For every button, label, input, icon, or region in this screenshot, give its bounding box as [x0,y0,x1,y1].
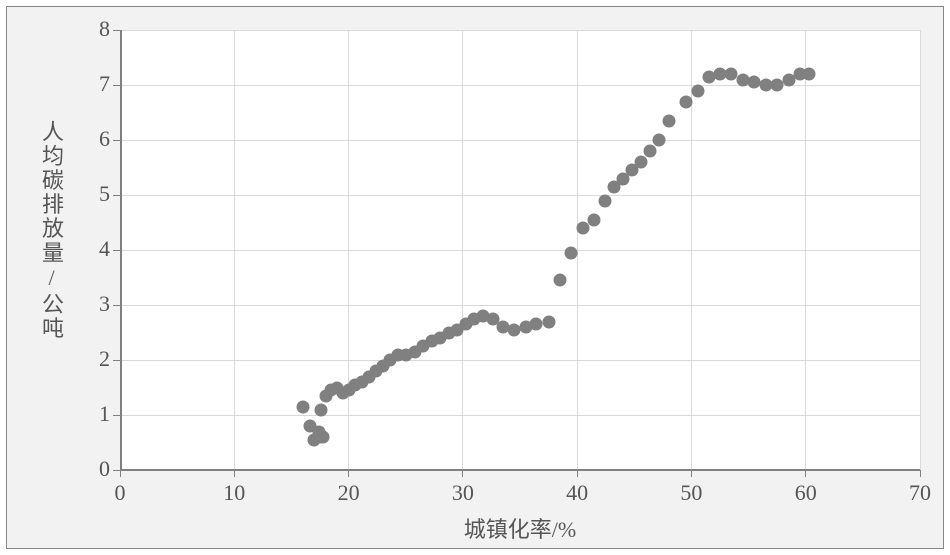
data-point [635,156,648,169]
x-tick-mark [348,470,349,477]
y-tick-mark [113,140,120,141]
y-tick-label: 1 [75,401,110,427]
x-tick-mark [462,470,463,477]
data-point [576,222,589,235]
x-tick-mark [577,470,578,477]
grid-h [120,140,920,141]
x-tick-label: 50 [666,480,716,506]
data-point [554,274,567,287]
x-tick-label: 30 [438,480,488,506]
data-point [662,114,675,127]
y-tick-label: 0 [75,456,110,482]
y-tick-mark [113,415,120,416]
grid-h [120,85,920,86]
data-point [588,213,601,226]
data-point [565,246,578,259]
x-axis-title: 城镇化率/% [120,512,920,544]
data-point [692,84,705,97]
data-point [542,315,555,328]
y-tick-mark [113,250,120,251]
x-tick-mark [920,470,921,477]
y-tick-label: 2 [75,346,110,372]
y-tick-label: 4 [75,236,110,262]
x-tick-label: 10 [209,480,259,506]
y-tick-label: 5 [75,181,110,207]
data-point [679,95,692,108]
grid-h [120,250,920,251]
grid-h [120,30,920,31]
data-point [296,400,309,413]
x-tick-label: 60 [781,480,831,506]
x-axis-line [120,469,920,471]
x-tick-mark [234,470,235,477]
x-tick-mark [691,470,692,477]
y-tick-mark [113,85,120,86]
x-tick-label: 0 [95,480,145,506]
x-tick-label: 40 [552,480,602,506]
data-point [598,194,611,207]
x-tick-label: 20 [324,480,374,506]
grid-h [120,360,920,361]
y-axis-title: 人均碳排放量/公吨 [35,80,67,380]
grid-h [120,305,920,306]
grid-h [120,195,920,196]
data-point [530,318,543,331]
y-tick-mark [113,195,120,196]
y-axis-line [120,30,122,470]
data-point [803,68,816,81]
y-tick-mark [113,30,120,31]
y-tick-mark [113,305,120,306]
y-tick-label: 3 [75,291,110,317]
y-tick-label: 7 [75,71,110,97]
y-tick-mark [113,360,120,361]
data-point [644,145,657,158]
y-tick-mark [113,470,120,471]
data-point [315,403,328,416]
y-tick-label: 6 [75,126,110,152]
x-tick-mark [120,470,121,477]
y-tick-label: 8 [75,16,110,42]
data-point [317,431,330,444]
x-tick-label: 70 [895,480,945,506]
x-tick-mark [805,470,806,477]
grid-h [120,415,920,416]
data-point [653,134,666,147]
